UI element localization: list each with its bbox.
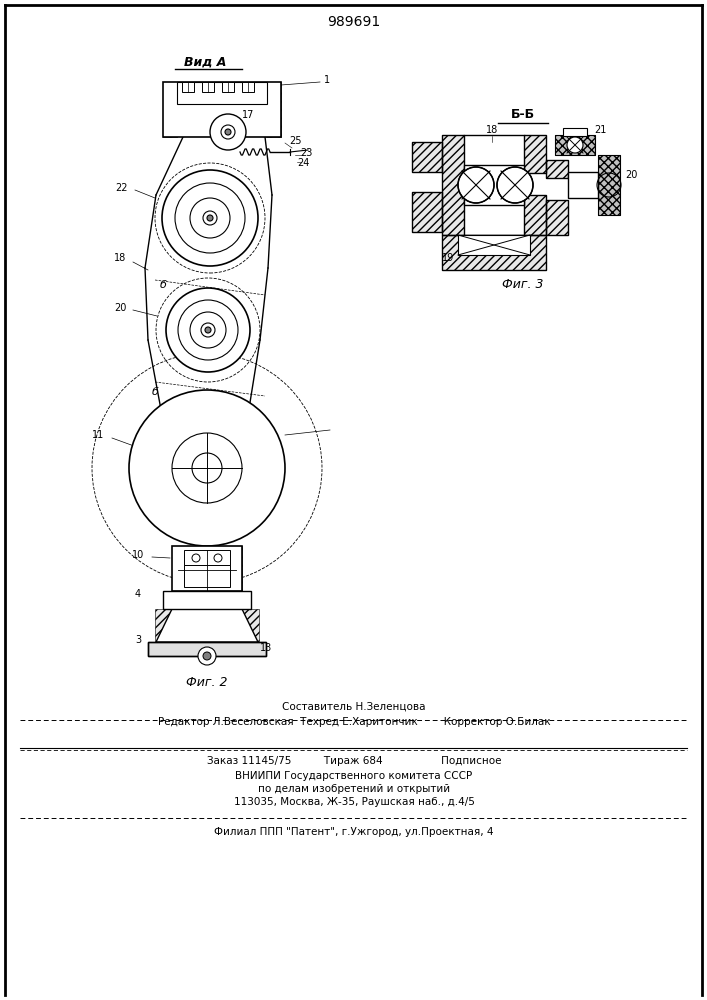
Bar	[202, 82, 214, 92]
Bar	[163, 591, 251, 609]
Bar	[412, 192, 442, 232]
Text: Фиг. 3: Фиг. 3	[502, 278, 544, 292]
Text: б: б	[160, 280, 166, 290]
Text: 22: 22	[116, 183, 128, 193]
Bar	[598, 155, 620, 215]
Bar	[241, 591, 251, 609]
Text: Составитель Н.Зеленцова: Составитель Н.Зеленцова	[282, 702, 426, 712]
Circle shape	[201, 323, 215, 337]
Text: 24: 24	[297, 158, 309, 168]
Bar	[464, 165, 524, 205]
Bar	[230, 546, 242, 591]
Bar	[464, 135, 524, 235]
Circle shape	[210, 114, 246, 150]
Bar	[524, 195, 546, 235]
Bar	[184, 550, 230, 565]
Circle shape	[458, 167, 494, 203]
Text: 20: 20	[625, 170, 637, 180]
Circle shape	[129, 390, 285, 546]
Text: 3: 3	[135, 635, 141, 645]
Bar	[546, 200, 568, 235]
Bar	[442, 235, 546, 270]
Circle shape	[166, 288, 250, 372]
Text: 1: 1	[324, 75, 330, 85]
Text: 17: 17	[242, 110, 255, 120]
Bar	[182, 82, 194, 92]
Text: 4: 4	[135, 589, 141, 599]
Bar	[172, 546, 242, 591]
Bar	[412, 192, 442, 232]
Bar	[546, 160, 568, 178]
Circle shape	[162, 170, 258, 266]
Text: 20: 20	[114, 303, 126, 313]
Text: 13: 13	[260, 643, 272, 653]
Text: Заказ 11145/75          Тираж 684                  Подписное: Заказ 11145/75 Тираж 684 Подписное	[206, 756, 501, 766]
Bar	[242, 82, 254, 92]
Bar	[267, 82, 281, 137]
Bar	[148, 642, 266, 656]
Bar	[412, 142, 442, 172]
Circle shape	[205, 327, 211, 333]
Text: 21: 21	[594, 125, 606, 135]
Text: Фиг. 2: Фиг. 2	[186, 676, 228, 688]
Text: 113035, Москва, Ж-35, Раушская наб., д.4/5: 113035, Москва, Ж-35, Раушская наб., д.4…	[233, 797, 474, 807]
Text: Вид А: Вид А	[184, 55, 226, 68]
Bar	[184, 565, 230, 587]
Circle shape	[497, 167, 533, 203]
Bar	[163, 82, 281, 137]
Bar	[568, 172, 598, 198]
Text: 18: 18	[114, 253, 126, 263]
Text: Редактор Л.Веселовская  Техред Е.Харитончик        Корректор О.Билак: Редактор Л.Веселовская Техред Е.Харитонч…	[158, 717, 550, 727]
Text: 11: 11	[92, 430, 104, 440]
Bar	[546, 200, 568, 235]
Bar	[442, 135, 464, 235]
Bar	[412, 142, 442, 172]
Bar	[555, 135, 595, 155]
Text: 18: 18	[486, 125, 498, 135]
Text: по делам изобретений и открытий: по делам изобретений и открытий	[258, 784, 450, 794]
Bar	[155, 609, 173, 642]
Bar	[163, 82, 177, 137]
Circle shape	[225, 129, 231, 135]
Bar	[442, 235, 546, 270]
Text: 23: 23	[300, 148, 312, 158]
Text: 10: 10	[132, 550, 144, 560]
Bar	[563, 128, 587, 136]
Bar	[524, 135, 546, 173]
Text: 25: 25	[290, 136, 303, 146]
Bar	[524, 195, 546, 235]
Bar	[172, 546, 184, 591]
Bar	[241, 609, 259, 642]
Polygon shape	[156, 609, 258, 642]
Circle shape	[203, 211, 217, 225]
Bar	[598, 155, 620, 215]
Bar	[177, 82, 267, 104]
Bar	[222, 82, 234, 92]
Bar	[148, 642, 266, 656]
Bar	[555, 135, 595, 155]
Circle shape	[203, 652, 211, 660]
Text: Б-Б: Б-Б	[511, 108, 535, 121]
Circle shape	[192, 453, 222, 483]
Bar	[524, 135, 546, 173]
Circle shape	[567, 137, 583, 153]
Bar	[163, 591, 173, 609]
Bar	[148, 642, 266, 656]
Text: 19: 19	[442, 253, 454, 263]
Text: Филиал ППП "Патент", г.Ужгород, ул.Проектная, 4: Филиал ППП "Патент", г.Ужгород, ул.Проек…	[214, 827, 493, 837]
Bar	[458, 235, 530, 255]
Text: 989691: 989691	[327, 15, 380, 29]
Bar	[546, 160, 568, 178]
Bar	[442, 135, 464, 235]
Circle shape	[207, 215, 213, 221]
Text: б: б	[151, 387, 158, 397]
Circle shape	[198, 647, 216, 665]
Text: ВНИИПИ Государственного комитета СССР: ВНИИПИ Государственного комитета СССР	[235, 771, 472, 781]
